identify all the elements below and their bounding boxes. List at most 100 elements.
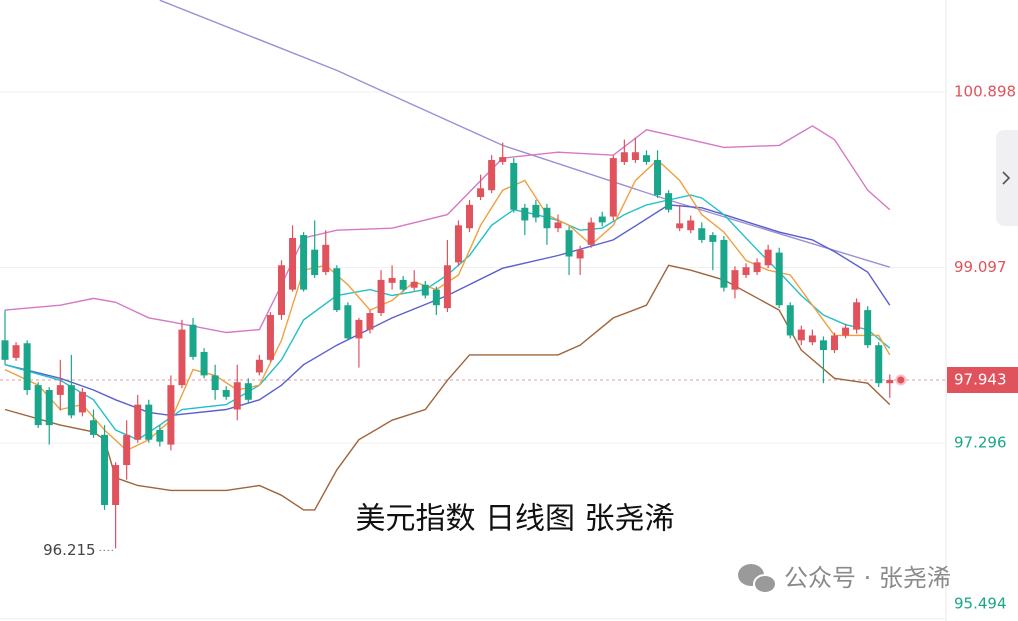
candle-body — [698, 228, 706, 240]
candle-body — [222, 390, 230, 397]
candle-body — [23, 343, 31, 391]
candle-body — [864, 310, 872, 346]
candle-body — [156, 429, 164, 442]
candle-body — [233, 382, 241, 410]
candle-body — [45, 390, 53, 426]
candle-body — [1, 340, 9, 360]
candle-body — [244, 383, 252, 400]
candle-body — [377, 279, 385, 314]
candle-body — [443, 265, 451, 309]
candle-body — [808, 335, 816, 343]
candle-body — [421, 284, 429, 296]
candle-body — [477, 188, 485, 198]
candle-body — [266, 314, 274, 360]
candle-body — [831, 335, 838, 351]
y-tick-label: 97.296 — [954, 434, 1007, 452]
candle-body — [112, 465, 120, 506]
candle-body — [731, 270, 739, 290]
candle-body — [211, 375, 219, 391]
candle-body — [753, 262, 761, 273]
y-tick-label: 95.494 — [954, 595, 1007, 613]
candle-body — [410, 281, 418, 288]
candle-body — [631, 152, 639, 161]
candle-body — [609, 158, 617, 217]
wechat-icon — [738, 564, 777, 594]
candle-body — [842, 327, 850, 336]
price-axis: 100.898 99.097 97.296 95.494 97.943 — [947, 83, 1018, 613]
candle-body — [587, 222, 595, 245]
candle-body — [565, 230, 573, 257]
candle-body — [687, 220, 695, 231]
chart-title: 美元指数 日线图 张尧浠 — [355, 502, 674, 537]
candle-body — [255, 359, 263, 373]
candle-body — [742, 267, 750, 276]
candle-body — [709, 235, 717, 242]
grid — [0, 91, 946, 620]
candle-body — [322, 244, 330, 273]
candle-body — [134, 404, 142, 440]
candle-body — [532, 204, 540, 218]
candle-body — [819, 340, 827, 351]
candle-body — [654, 160, 662, 196]
candle-body — [311, 249, 319, 276]
candle-body — [775, 252, 783, 306]
candle-body — [466, 204, 474, 229]
candle-body — [432, 289, 440, 306]
candles: 96.215 — [1, 137, 907, 559]
candle-body — [676, 223, 684, 229]
y-tick-label: 99.097 — [954, 258, 1007, 276]
candle-body — [598, 216, 606, 223]
candle-body — [56, 385, 64, 395]
candle-body — [786, 305, 794, 336]
candle-body — [886, 379, 894, 384]
candle-body — [488, 160, 496, 191]
candle-body — [510, 162, 518, 210]
y-tick-label: 100.898 — [954, 83, 1016, 101]
candle-body — [499, 157, 507, 162]
moving-average-line — [4, 194, 891, 441]
candle-body — [300, 235, 308, 290]
candle-body — [797, 329, 805, 341]
candle-body — [333, 268, 341, 311]
candle-body — [278, 265, 285, 315]
candle-body — [875, 345, 883, 384]
candle-body — [366, 313, 374, 330]
candle-body — [167, 385, 175, 445]
low-label: 96.215 — [43, 541, 96, 559]
candle-body — [576, 249, 584, 259]
candle-body — [289, 237, 297, 290]
watermark: 公众号 · 张尧浠 — [784, 564, 951, 592]
last-price-box — [947, 366, 1018, 393]
candle-body — [853, 302, 861, 330]
moving-average-line — [4, 159, 891, 452]
candle-body — [642, 155, 650, 162]
candle-body — [454, 225, 462, 263]
candle-body — [388, 277, 396, 283]
candle-body — [620, 152, 628, 162]
candle-body — [399, 279, 407, 290]
candle-body — [764, 249, 772, 266]
moving-average-line — [4, 204, 891, 417]
candle-body — [145, 404, 153, 440]
expand-button[interactable] — [996, 130, 1018, 226]
candle-body — [720, 239, 728, 288]
candle-body — [554, 222, 562, 229]
candle-body — [67, 385, 75, 416]
candle-body — [543, 207, 551, 229]
last-price-dot — [895, 374, 907, 386]
candle-body — [34, 385, 42, 426]
candle-body — [344, 305, 352, 339]
candle-body — [355, 319, 363, 339]
candle-body — [101, 434, 109, 506]
candle-body — [521, 207, 529, 221]
moving-average-line — [4, 125, 891, 334]
candle-body — [178, 329, 186, 386]
candle-body — [200, 352, 208, 376]
candle-body — [89, 420, 97, 435]
candle-body — [189, 324, 197, 357]
candle-body — [665, 193, 673, 210]
candle-body — [78, 391, 86, 413]
last-price-label: 97.943 — [954, 370, 1007, 388]
